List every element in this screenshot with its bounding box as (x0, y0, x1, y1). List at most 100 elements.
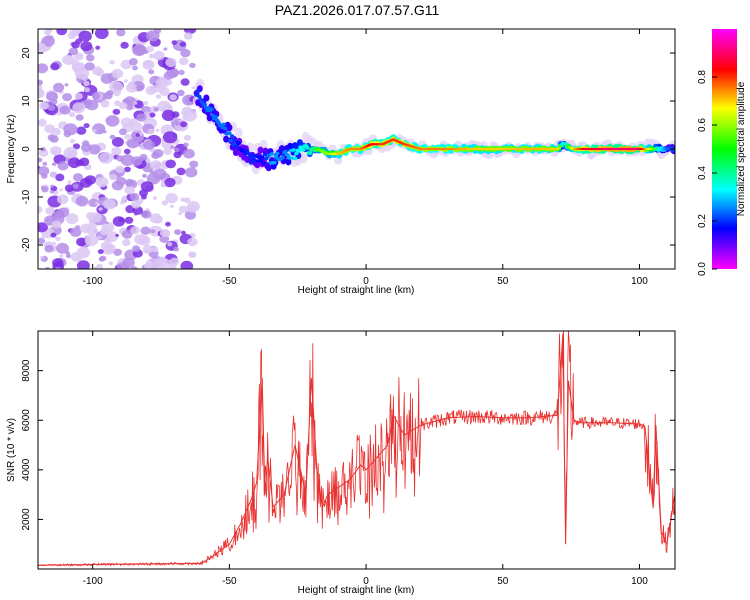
spectrogram-noise-blob (91, 92, 101, 100)
spectrogram-noise-blob (72, 183, 79, 189)
spectrogram-noise-blob (74, 92, 83, 100)
spectrogram-noise-blob (80, 41, 93, 52)
colorbar-tick-label: 0.0 (697, 262, 708, 276)
spectrogram-noise-blob (103, 198, 116, 210)
spectrogram-noise-blob (84, 87, 90, 93)
spectrogram-noise-blob (52, 162, 57, 167)
spectrogram-noise-blob (126, 104, 134, 111)
spectrogram-noise-blob (178, 205, 188, 213)
spectrogram-noise-blob (94, 266, 99, 269)
spectrogram-noise-blob (99, 255, 107, 262)
spectrogram-noise-blob (92, 129, 97, 133)
spectrogram-noise-blob (169, 204, 174, 208)
spectrogram-noise-blob (178, 57, 189, 66)
spectrogram-noise-blob (161, 200, 168, 206)
spectrogram-noise-blob (68, 111, 76, 118)
spectrogram-noise-blob (189, 160, 199, 168)
spectrogram-ridge-core (651, 147, 656, 151)
spectrogram-noise-blob (167, 242, 173, 247)
spectrogram-noise-blob (143, 140, 155, 150)
spectrogram-noise-blob (155, 94, 162, 99)
spectrogram-noise-blob (63, 123, 78, 136)
colorbar-label: Normalized spectral amplitude (736, 81, 747, 216)
spectrogram-noise-blob (111, 180, 124, 191)
x-tick-label: -50 (222, 276, 237, 287)
spectrogram-noise-blob (155, 77, 169, 89)
y-tick-label: -20 (21, 237, 32, 252)
spectrogram-ridge-inner (273, 154, 278, 159)
spectrogram-noise-blob (38, 157, 43, 163)
spectrogram-noise-blob (124, 79, 128, 83)
spectrogram-ridge-core (558, 145, 563, 148)
spectrogram-noise-blob (112, 216, 126, 227)
spectrogram-noise-blob (71, 41, 80, 49)
spectrogram-noise-blob (45, 266, 50, 269)
spectrogram-ridge-inner (234, 144, 239, 148)
spectrogram-noise-blob (163, 131, 178, 144)
spectrogram-noise-blob (52, 241, 56, 245)
spectrogram-noise-blob (47, 134, 57, 142)
spectrogram-noise-blob (183, 32, 193, 40)
spectrogram-ridge-inner (292, 156, 298, 161)
spectrogram-noise-blob (179, 41, 187, 47)
spectrogram-noise-blob (142, 101, 149, 106)
spectrogram-noise-blob (145, 86, 157, 95)
spectrogram-noise-blob (149, 160, 162, 170)
spectrogram-ridge-inner (221, 122, 227, 127)
spectrogram-noise-blob (163, 47, 168, 51)
spectrogram-ridge-inner (227, 131, 232, 135)
spectrogram-ridge-inner (213, 115, 218, 119)
spectrogram-noise-blob (68, 47, 79, 56)
snr-series-line (37, 333, 676, 566)
spectrogram-noise-blob (41, 235, 45, 240)
spectrogram-ridge-inner (228, 138, 233, 143)
spectrogram-noise-blob (67, 157, 81, 169)
x-tick-label: 100 (631, 576, 648, 587)
spectrogram-ridge-outer (278, 145, 285, 153)
spectrogram-noise-blob (163, 147, 172, 155)
spectrogram-noise-blob (132, 245, 141, 253)
spectrogram-noise-blob (141, 194, 147, 200)
spectrogram-noise-blob (38, 222, 48, 233)
spectrogram-noise-blob (109, 60, 115, 65)
spectrogram-noise-blob (64, 184, 74, 192)
x-tick-label: 100 (631, 276, 648, 287)
spectrogram-noise-blob (98, 152, 113, 164)
spectrogram-noise-blob (72, 143, 81, 150)
colorbar-gradient (712, 29, 737, 269)
spectrogram-noise-blob (133, 101, 138, 105)
spectrogram-ridge-inner (197, 94, 202, 99)
spectrogram-ridge-inner (232, 138, 237, 142)
spectrogram-noise-blob (151, 246, 159, 253)
spectrogram-noise-blob (177, 89, 185, 97)
spectrogram-noise-blob (131, 200, 141, 209)
spectrogram-noise-blob (106, 90, 114, 96)
spectrogram-noise-blob (111, 137, 124, 147)
spectrogram-noise-blob (116, 262, 130, 269)
y-tick-label: -10 (21, 189, 32, 204)
spectrogram-noise-blob (121, 198, 126, 202)
spectrogram-noise-blob (152, 196, 157, 200)
spectrogram-noise-blob (173, 246, 179, 252)
spectrogram-ridge-inner (246, 151, 251, 156)
spectrogram-noise-blob (62, 194, 67, 199)
spectrogram-noise-blob (50, 171, 57, 178)
colorbar-tick-label: 0.8 (697, 70, 708, 84)
spectrogram-ridge-inner (229, 134, 235, 138)
spectrogram-ridge-outer (285, 158, 292, 166)
spectrogram-noise-blob (178, 69, 185, 76)
spectrogram-noise-blob (97, 235, 102, 240)
spectrogram-noise-blob (116, 29, 126, 37)
spectrogram-noise-blob (109, 134, 116, 140)
spectrogram-noise-blob (100, 73, 114, 84)
snr-x-axis-label: Height of straight line (km) (298, 585, 415, 596)
y-tick-label: 10 (21, 95, 32, 107)
spectrogram-ridge-inner (195, 89, 201, 93)
spectrogram-noise-blob (159, 228, 170, 238)
spectrogram-x-ticks: -100 -50 0 50 100 (83, 29, 648, 287)
spectrogram-noise-blob (74, 67, 90, 80)
spectrogram-noise-blob (41, 173, 48, 179)
spectrogram-noise-blob (38, 63, 49, 74)
spectrogram-noise-blob (164, 177, 176, 188)
